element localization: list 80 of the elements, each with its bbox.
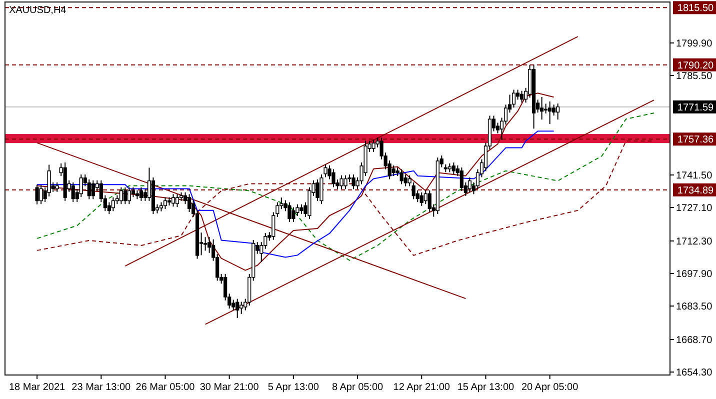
candlestick: [332, 168, 336, 188]
candlestick: [300, 204, 304, 215]
candlestick: [171, 194, 176, 208]
candlestick: [187, 194, 192, 213]
candlestick: [288, 202, 292, 222]
x-tick-label: 15 Apr 13:00: [457, 382, 515, 393]
x-tick-label: 26 Mar 05:00: [136, 382, 196, 393]
candlestick: [107, 202, 111, 215]
candlestick: [91, 180, 95, 200]
candlestick: [55, 182, 59, 192]
candlestick: [123, 186, 127, 205]
y-tick-label: 1727.10: [676, 202, 713, 214]
candlestick: [340, 174, 344, 190]
x-tick-label: 12 Apr 21:00: [393, 382, 450, 393]
candlestick: [412, 182, 416, 200]
candlestick: [240, 301, 244, 314]
candlestick: [424, 190, 428, 205]
candlestick: [372, 139, 376, 152]
x-tick-label: 23 Mar 13:00: [72, 382, 132, 393]
line-series: [36, 112, 654, 261]
ref-line-label: 1815.50: [677, 3, 714, 14]
candlestick: [468, 176, 472, 193]
candlestick: [204, 236, 208, 252]
candlestick: [131, 186, 135, 198]
candlestick: [316, 178, 320, 202]
y-tick-label: 1799.90: [676, 38, 713, 50]
candlestick: [428, 190, 432, 213]
y-tick-label: 1712.30: [676, 236, 713, 248]
candlestick: [516, 89, 520, 100]
candlestick: [352, 174, 356, 190]
candlestick: [175, 194, 180, 208]
y-tick-label: 1697.90: [676, 269, 713, 280]
candlestick: [159, 202, 164, 212]
candlestick: [392, 164, 396, 177]
candlestick: [556, 103, 560, 120]
candlestick: [512, 89, 516, 108]
x-tick-label: 5 Apr 13:00: [268, 382, 320, 393]
ref-line-label: 1771.59: [677, 102, 714, 114]
candlestick: [139, 186, 144, 202]
candlestick: [320, 174, 324, 205]
candlestick: [39, 184, 43, 205]
candlestick: [404, 174, 408, 187]
y-tick-label: 1741.50: [676, 170, 713, 182]
x-tick-label: 30 Mar 21:00: [200, 382, 260, 393]
chart-title: XAUUSD,H4: [9, 5, 67, 16]
y-tick-label: 1785.50: [676, 70, 713, 82]
candlestick: [520, 90, 524, 104]
candlestick: [400, 168, 404, 185]
candlestick: [388, 160, 392, 180]
candlestick: [71, 182, 75, 203]
candlestick: [119, 186, 123, 205]
candlestick: [504, 104, 508, 126]
candlestick: [111, 196, 115, 212]
x-tick-label: 20 Apr 05:00: [521, 382, 579, 393]
line-series: [36, 130, 554, 258]
candlestick: [236, 298, 240, 319]
candlestick: [548, 100, 552, 125]
candlestick: [292, 206, 296, 222]
candlestick: [420, 192, 424, 206]
candlestick: [344, 174, 348, 190]
candlestick: [79, 174, 83, 198]
candlestick: [416, 190, 420, 203]
y-tick-label: 1668.70: [676, 335, 713, 346]
candlestick: [540, 96, 544, 120]
x-tick-label: 18 Mar 2021: [8, 382, 66, 393]
candlestick: [47, 164, 51, 197]
ref-line-label: 1790.20: [677, 60, 714, 72]
ref-line-label: 1757.36: [677, 134, 714, 146]
candlestick: [183, 192, 188, 205]
candlestick: [127, 186, 131, 205]
x-tick-label: 8 Apr 05:00: [332, 382, 384, 393]
candlestick: [87, 178, 91, 200]
ref-line-label: 1734.89: [677, 185, 714, 196]
candlestick: [544, 103, 548, 114]
y-tick-label: 1654.30: [676, 368, 713, 379]
candlestick: [163, 196, 168, 210]
candlestick: [324, 164, 328, 178]
candlestick: [452, 162, 456, 175]
candlestick: [35, 184, 39, 205]
y-tick-label: 1683.50: [676, 302, 713, 313]
